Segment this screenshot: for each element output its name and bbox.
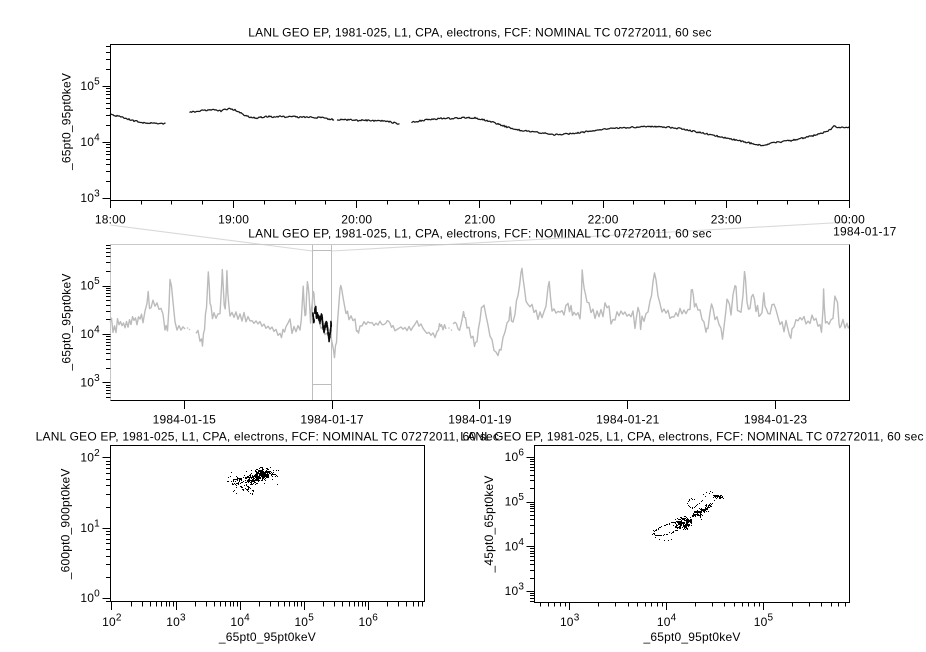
svg-text:LANL GEO EP, 1981-025, L1, CPA: LANL GEO EP, 1981-025, L1, CPA, electron… bbox=[248, 226, 711, 240]
svg-text:22:00: 22:00 bbox=[588, 212, 619, 226]
svg-text:_65pt0_95pt0keV: _65pt0_95pt0keV bbox=[218, 630, 316, 644]
svg-text:00:00: 00:00 bbox=[834, 212, 865, 226]
svg-text:LANL GEO EP, 1981-025, L1, CPA: LANL GEO EP, 1981-025, L1, CPA, electron… bbox=[248, 25, 711, 39]
svg-text:_65pt0_95pt0keV: _65pt0_95pt0keV bbox=[60, 273, 74, 371]
svg-text:1984-01-19: 1984-01-19 bbox=[448, 412, 512, 426]
svg-text:1984-01-21: 1984-01-21 bbox=[596, 412, 660, 426]
svg-text:_65pt0_95pt0keV: _65pt0_95pt0keV bbox=[642, 630, 740, 644]
svg-text:1984-01-17: 1984-01-17 bbox=[300, 412, 364, 426]
svg-text:20:00: 20:00 bbox=[341, 212, 372, 226]
svg-text:19:00: 19:00 bbox=[218, 212, 249, 226]
svg-text:18:00: 18:00 bbox=[95, 212, 126, 226]
svg-text:21:00: 21:00 bbox=[464, 212, 495, 226]
svg-text:LANL GEO EP, 1981-025, L1, CPA: LANL GEO EP, 1981-025, L1, CPA, electron… bbox=[460, 429, 923, 443]
svg-text:_45pt0_65pt0keV: _45pt0_65pt0keV bbox=[482, 475, 496, 573]
svg-text:_65pt0_95pt0keV: _65pt0_95pt0keV bbox=[60, 73, 74, 171]
svg-text:1984-01-15: 1984-01-15 bbox=[153, 412, 217, 426]
svg-text:23:00: 23:00 bbox=[711, 212, 742, 226]
svg-text:_600pt0_900pt0keV: _600pt0_900pt0keV bbox=[59, 468, 73, 580]
svg-text:1984-01-23: 1984-01-23 bbox=[744, 412, 808, 426]
svg-text:1984-01-17: 1984-01-17 bbox=[833, 224, 897, 238]
svg-text:LANL GEO EP, 1981-025, L1, CPA: LANL GEO EP, 1981-025, L1, CPA, electron… bbox=[36, 429, 499, 443]
